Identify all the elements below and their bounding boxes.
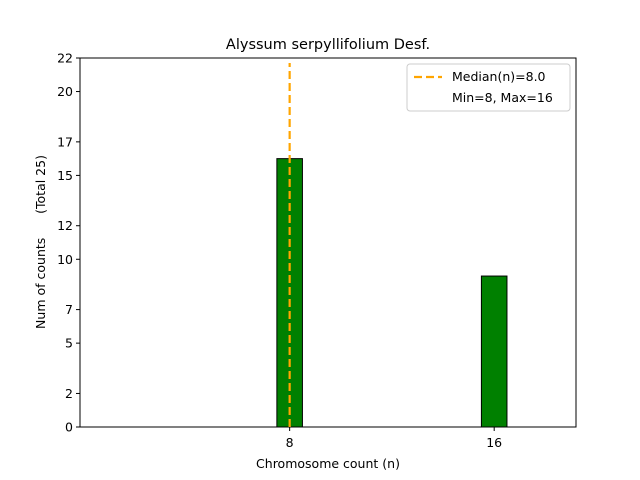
y-axis: 0 2 5 7 10 12 15 17 20 22 <box>57 51 80 435</box>
legend-entry-min-max: Min=8, Max=16 <box>452 90 553 105</box>
y-tick-label: 22 <box>57 51 73 66</box>
x-tick-label: 8 <box>286 435 294 450</box>
x-axis-label: Chromosome count (n) <box>256 456 400 471</box>
legend: Median(n)=8.0 Min=8, Max=16 <box>406 63 571 112</box>
y-tick-label: 12 <box>57 218 73 233</box>
y-tick-label: 20 <box>57 84 73 99</box>
y-tick-label: 2 <box>65 386 73 401</box>
x-axis: 8 16 <box>286 427 502 450</box>
plot-area <box>79 57 577 428</box>
legend-entry-median: Median(n)=8.0 <box>452 69 546 84</box>
y-axis-label: Num of counts (Total 25) <box>33 155 48 329</box>
y-tick-label: 10 <box>57 252 73 267</box>
y-tick-label: 5 <box>65 336 73 351</box>
y-tick-label: 0 <box>65 420 73 435</box>
bar-16 <box>480 275 508 428</box>
legend-frame <box>406 63 571 112</box>
y-tick-label: 15 <box>57 168 73 183</box>
x-tick-label: 16 <box>486 435 502 450</box>
chart-title: Alyssum serpyllifolium Desf. <box>226 37 430 53</box>
y-tick-label: 7 <box>65 302 73 317</box>
y-tick-label: 17 <box>57 134 73 149</box>
